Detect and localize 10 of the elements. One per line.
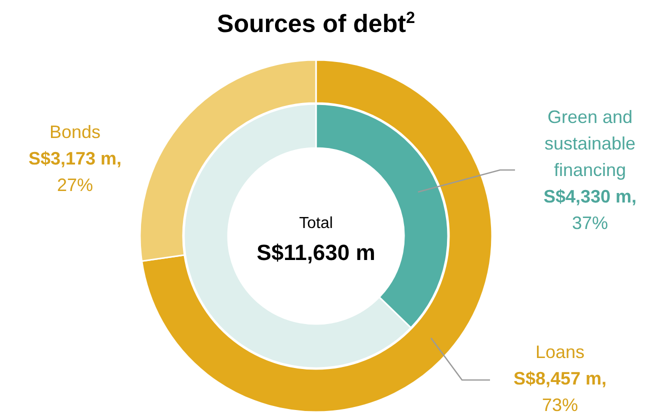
slice-label: Bonds — [49, 122, 101, 142]
data-label: S$8,457 m, 73% — [513, 368, 607, 415]
slice-label: Loans — [535, 342, 585, 362]
slice-label: Green and sustainable financing — [544, 106, 636, 180]
data-label: S$3,173 m, 27% — [28, 148, 122, 195]
text: S$11,630 m — [256, 240, 376, 265]
chart-title: Sources of debt$^{2}$ — [217, 9, 415, 38]
data-label: S$4,330 m, 37% — [543, 186, 637, 233]
donut-slice — [141, 59, 493, 413]
text: Total — [299, 215, 333, 232]
